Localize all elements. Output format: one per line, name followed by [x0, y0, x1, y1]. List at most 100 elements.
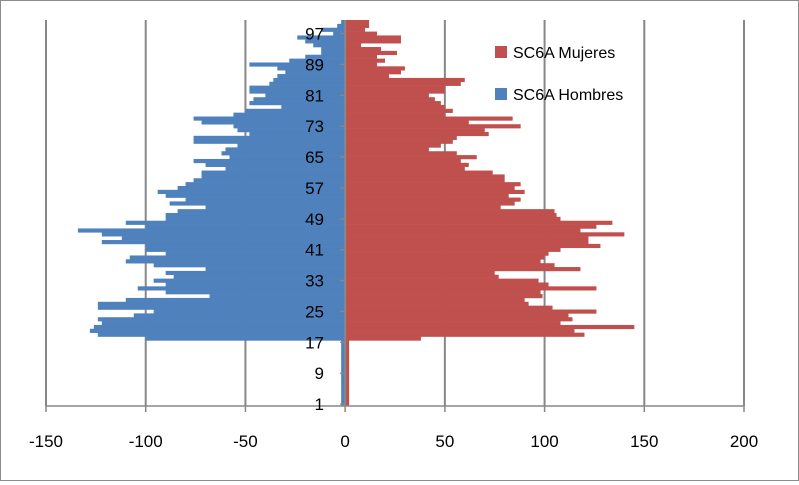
bar-hombres-61: [201, 170, 346, 175]
bar-hombres-57: [177, 185, 346, 191]
bar-hombres-75: [193, 116, 346, 121]
bar-mujeres-16: [345, 344, 350, 349]
y-tick-label: 65: [305, 148, 324, 167]
bar-hombres-36: [205, 267, 346, 272]
bar-hombres-13: [341, 355, 346, 360]
bar-mujeres-48: [345, 220, 613, 225]
bar-mujeres-47: [345, 224, 597, 229]
bar-hombres-63: [205, 162, 346, 167]
y-tick-label: 17: [305, 333, 324, 352]
bar-mujeres-9: [345, 371, 350, 376]
bar-mujeres-55: [345, 193, 509, 198]
bar-mujeres-2: [345, 398, 350, 403]
bar-hombres-47: [145, 224, 346, 229]
bar-mujeres-14: [345, 351, 350, 357]
bar-hombres-66: [221, 151, 346, 156]
bar-mujeres-67: [345, 147, 429, 152]
bar-mujeres-34: [345, 274, 499, 279]
bar-hombres-26: [97, 305, 346, 310]
bar-hombres-46: [77, 228, 346, 233]
bar-mujeres-6: [345, 382, 350, 387]
bar-hombres-86: [277, 74, 346, 79]
bar-mujeres-84: [345, 81, 461, 86]
y-tick-label: 25: [305, 302, 324, 321]
bar-hombres-76: [233, 112, 346, 117]
bar-hombres-39: [129, 255, 346, 260]
bar-mujeres-91: [345, 54, 378, 59]
bar-hombres-89: [249, 62, 346, 67]
bar-mujeres-43: [345, 240, 589, 245]
bar-hombres-82: [249, 89, 346, 94]
legend-swatch-hombres: [495, 88, 507, 100]
bar-hombres-85: [273, 77, 346, 83]
bar-hombres-78: [281, 104, 346, 110]
bar-hombres-70: [193, 135, 346, 140]
bar-mujeres-36: [345, 267, 581, 272]
bar-mujeres-83: [345, 85, 445, 90]
bar-hombres-73: [233, 124, 346, 129]
bar-mujeres-8: [345, 375, 350, 380]
bar-mujeres-99: [345, 23, 370, 29]
bar-mujeres-85: [345, 77, 465, 83]
x-tick-label: -100: [129, 432, 163, 451]
bar-mujeres-88: [345, 66, 405, 71]
bar-mujeres-96: [345, 35, 401, 40]
bar-hombres-87: [285, 70, 346, 75]
bar-mujeres-13: [345, 355, 350, 360]
bar-mujeres-40: [345, 251, 549, 256]
bar-mujeres-79: [345, 101, 441, 106]
bar-hombres-54: [185, 197, 346, 202]
bar-mujeres-26: [345, 305, 553, 310]
bar-hombres-22: [101, 321, 346, 326]
bar-mujeres-33: [345, 278, 539, 283]
bar-hombres-30: [165, 290, 346, 295]
bar-mujeres-5: [345, 386, 350, 391]
bar-mujeres-19: [345, 332, 585, 337]
bar-hombres-93: [321, 47, 346, 52]
bar-hombres-33: [153, 278, 346, 283]
bar-hombres-43: [101, 240, 346, 245]
bar-mujeres-59: [345, 178, 505, 183]
x-tick-label: 100: [530, 432, 558, 451]
bar-mujeres-45: [345, 232, 625, 237]
y-tick-label: 73: [305, 117, 324, 136]
bar-hombres-50: [165, 213, 346, 218]
bar-mujeres-22: [345, 321, 561, 326]
bar-hombres-34: [173, 274, 346, 279]
bar-hombres-18: [145, 336, 346, 341]
bar-hombres-84: [269, 81, 346, 86]
bar-hombres-92: [321, 50, 346, 56]
bar-mujeres-52: [345, 205, 501, 210]
bar-mujeres-80: [345, 97, 435, 102]
bar-hombres-94: [313, 43, 346, 48]
legend-label-hombres: SC6A Hombres: [513, 87, 623, 104]
bar-mujeres-51: [345, 209, 555, 214]
bar-hombres-20: [89, 328, 346, 333]
bar-hombres-96: [297, 35, 346, 40]
bar-mujeres-12: [345, 359, 350, 364]
bar-mujeres-64: [345, 158, 461, 164]
bar-mujeres-21: [345, 324, 635, 330]
bar-mujeres-38: [345, 259, 541, 264]
bar-mujeres-70: [345, 135, 457, 140]
bar-mujeres-24: [345, 313, 569, 318]
bar-mujeres-65: [345, 155, 477, 160]
bar-mujeres-77: [345, 108, 453, 113]
bar-hombres-98: [321, 27, 346, 32]
bar-hombres-65: [229, 155, 346, 160]
bar-mujeres-18: [345, 336, 421, 341]
x-tick-label: 0: [340, 432, 349, 451]
bar-mujeres-60: [345, 174, 505, 179]
bar-mujeres-54: [345, 197, 521, 202]
bar-hombres-23: [97, 317, 346, 322]
bar-mujeres-62: [345, 166, 465, 171]
x-tick-label: 200: [730, 432, 758, 451]
bar-hombres-83: [249, 85, 346, 90]
bar-mujeres-66: [345, 151, 457, 156]
bar-hombres-55: [165, 193, 346, 198]
bar-hombres-27: [97, 301, 346, 306]
bar-hombres-16: [341, 344, 346, 349]
bar-hombres-7: [341, 378, 346, 384]
